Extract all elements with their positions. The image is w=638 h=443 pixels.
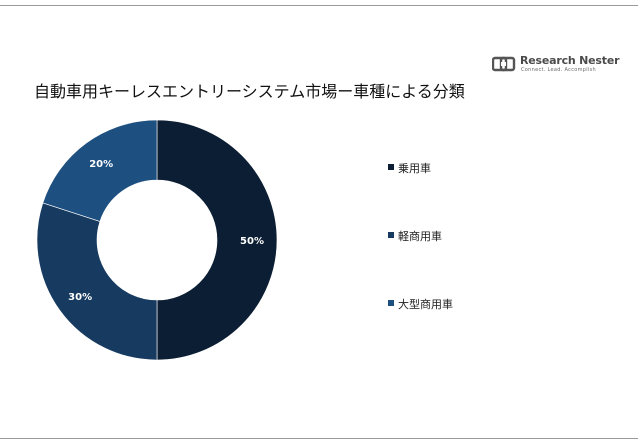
logo-tagline: Connect. Lead. Accomplish bbox=[521, 67, 597, 73]
legend-swatch bbox=[388, 164, 394, 170]
legend-label: 乗用車 bbox=[398, 162, 431, 175]
logo-name: Research Nester bbox=[520, 54, 620, 67]
legend-label: 大型商用車 bbox=[398, 298, 453, 311]
legend-label: 軽商用車 bbox=[398, 230, 442, 243]
top-rule bbox=[0, 5, 638, 6]
chart-title: 自動車用キーレスエントリーシステム市場ー車種による分類 bbox=[34, 82, 465, 101]
research-nester-logo: Research Nester Connect. Lead. Accomplis… bbox=[492, 54, 620, 76]
legend-swatch bbox=[388, 232, 394, 238]
donut-slice-2 bbox=[36, 202, 158, 361]
research-nester-logo-icon bbox=[492, 56, 516, 72]
legend-swatch bbox=[388, 300, 394, 306]
slice-label-1: 50% bbox=[240, 236, 264, 247]
donut-slice-3 bbox=[42, 119, 158, 222]
donut-slice-1 bbox=[156, 119, 278, 361]
slice-label-3: 20% bbox=[89, 159, 113, 170]
slice-label-2: 30% bbox=[68, 292, 92, 303]
bottom-rule bbox=[0, 438, 638, 439]
